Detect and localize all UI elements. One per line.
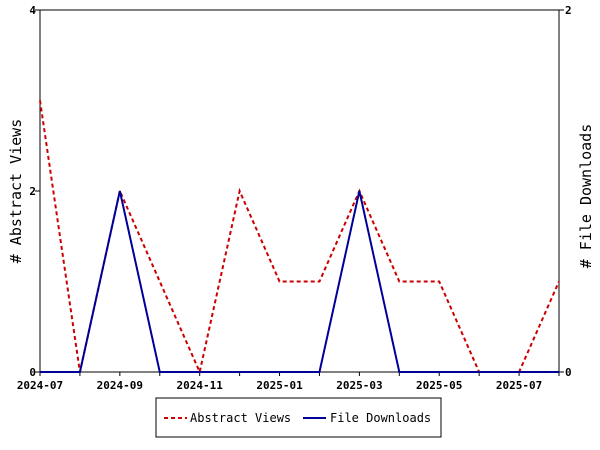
- left-axis-title: # Abstract Views: [7, 119, 25, 264]
- series-line-file-downloads: [40, 190, 559, 373]
- plot-frame: [39, 9, 560, 373]
- right-tick-label: 2: [565, 4, 572, 17]
- x-tick-label: 2024-11: [177, 379, 224, 392]
- x-tick-label: 2025-07: [496, 379, 542, 392]
- left-tick-label: 0: [29, 366, 36, 379]
- left-tick-label: 4: [29, 4, 36, 17]
- x-tick-label: 2025-05: [416, 379, 462, 392]
- x-tick-label: 2025-03: [336, 379, 382, 392]
- right-axis: 02: [559, 4, 572, 379]
- x-axis: 2024-07 2024-09 2024-11 2025-01 2025-03 2025-…: [17, 372, 560, 392]
- x-tick-label: 2024-07: [17, 379, 63, 392]
- series-layer: [39, 100, 560, 376]
- series-line-abstract-views: [39, 100, 560, 376]
- x-tick-label: 2025-01: [256, 379, 303, 392]
- legend: Abstract Views File Downloads: [155, 397, 442, 438]
- right-axis-title: # File Downloads: [577, 124, 595, 269]
- legend-label-abstract-views: Abstract Views: [190, 411, 291, 425]
- left-tick-label: 2: [29, 185, 36, 198]
- right-tick-label: 0: [565, 366, 572, 379]
- legend-box: [155, 397, 442, 438]
- legend-label-file-downloads: File Downloads: [330, 411, 431, 425]
- left-axis: 0 2 4: [29, 4, 40, 379]
- plot-area: [39, 9, 560, 373]
- x-tick-label: 2024-09: [97, 379, 143, 392]
